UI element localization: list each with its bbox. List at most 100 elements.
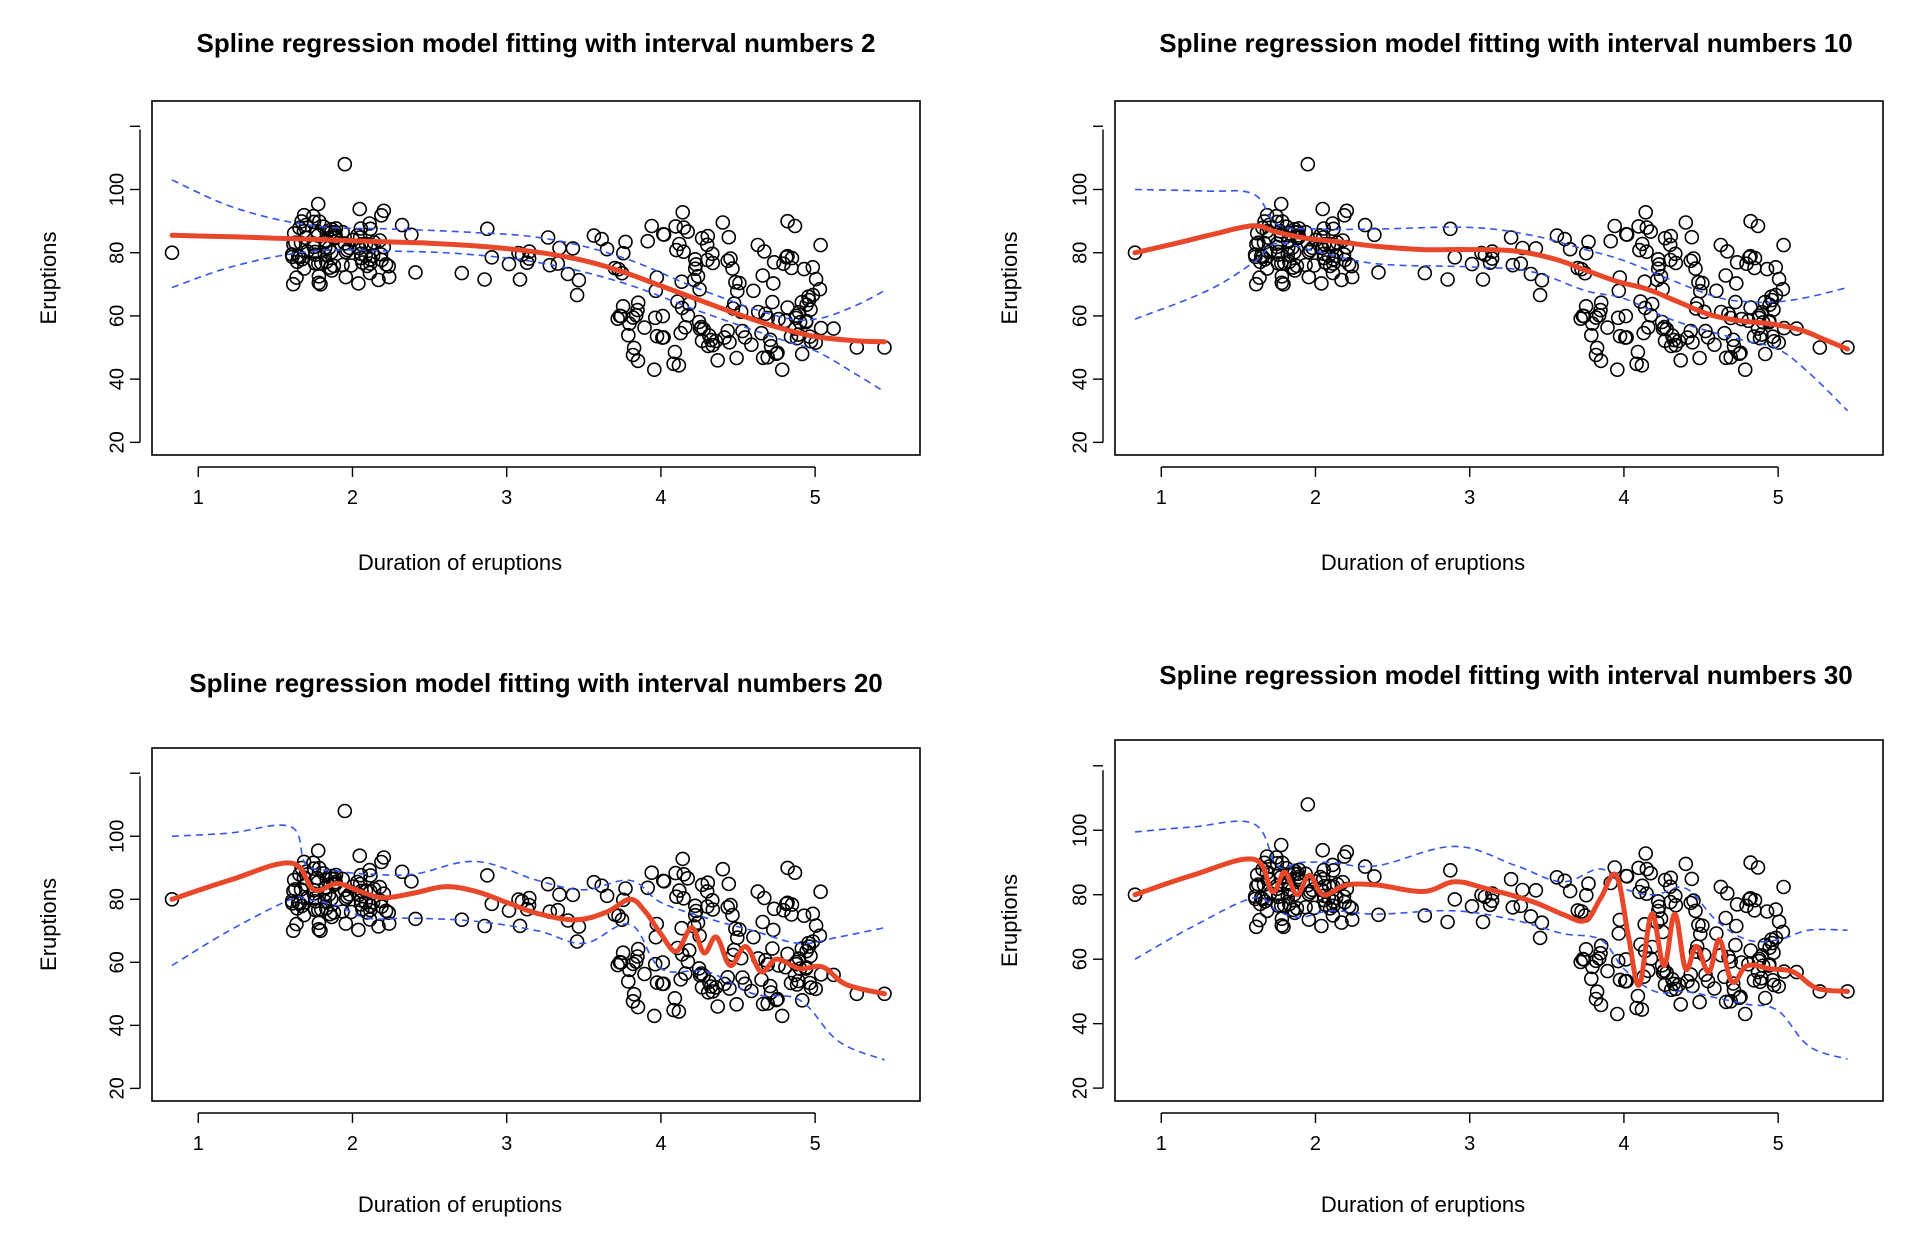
y-tick-label: 40: [106, 368, 128, 390]
scatter-point: [289, 270, 304, 285]
scatter-point: [758, 306, 773, 322]
scatter-point: [1611, 926, 1627, 941]
scatter-point: [1619, 227, 1635, 242]
scatter-point: [1718, 350, 1734, 366]
scatter-point: [394, 217, 410, 233]
scatter-point: [778, 896, 794, 912]
scatter-point: [760, 349, 776, 365]
scatter-point: [1269, 214, 1285, 230]
scatter-point: [1757, 990, 1773, 1006]
scatter-point: [1743, 855, 1758, 870]
scatter-point: [1562, 883, 1578, 899]
y-tick-label: 80: [106, 888, 128, 910]
scatter-point: [776, 902, 791, 918]
scatter-point: [1248, 249, 1263, 265]
scatter-point: [762, 978, 778, 994]
scatter-point: [1680, 330, 1695, 345]
scatter-point: [705, 255, 721, 271]
y-axis: 20 40 60 80 100: [106, 125, 141, 453]
scatter-point: [292, 220, 307, 236]
scatter-point: [594, 878, 610, 894]
scatter-point: [630, 949, 645, 964]
scatter-point: [1275, 214, 1290, 229]
scatter-point: [540, 876, 556, 892]
scatter-point: [1639, 220, 1655, 235]
scatter-point: [803, 980, 819, 995]
scatter-point: [326, 905, 342, 920]
scatter-point: [805, 906, 821, 922]
scatter-point: [1618, 973, 1633, 989]
scatter-point: [1443, 862, 1458, 878]
scatter-point: [646, 1008, 662, 1024]
scatter-point: [612, 308, 628, 324]
x-tick-label: 2: [347, 487, 358, 509]
scatter-point: [1503, 871, 1519, 887]
scatter-point: [1739, 256, 1754, 272]
scatter-point: [637, 966, 652, 982]
scatter-point: [1742, 891, 1757, 907]
scatter-point: [1325, 857, 1340, 873]
scatter-point: [801, 939, 817, 954]
scatter-point: [755, 914, 771, 930]
scatter-point: [1678, 215, 1694, 230]
scatter-point: [676, 890, 691, 906]
scatter-point: [1752, 974, 1768, 990]
scatter-point: [1276, 919, 1291, 935]
scatter-point: [647, 310, 663, 326]
y-tick-label: 20: [106, 431, 128, 453]
scatter-point: [484, 249, 500, 265]
x-tick-label: 5: [1773, 1133, 1784, 1155]
scatter-point: [1729, 897, 1745, 912]
scatter-points: [164, 156, 892, 378]
scatter-point: [637, 320, 652, 335]
panel-3: Spline regression model fitting with int…: [36, 668, 921, 1217]
scatter-point: [363, 868, 378, 883]
scatter-point: [1326, 862, 1341, 878]
scatter-point: [381, 258, 397, 274]
scatter-point: [1341, 256, 1357, 272]
scatter-point: [708, 333, 724, 349]
scatter-point: [1607, 218, 1622, 234]
band-lower-line: [171, 895, 885, 1061]
scatter-point: [715, 215, 731, 230]
scatter-point: [565, 241, 581, 256]
scatter-point: [618, 234, 633, 250]
scatter-point: [164, 245, 180, 260]
scatter-point: [1578, 941, 1594, 957]
scatter-point: [1668, 246, 1683, 262]
scatter-point: [640, 880, 656, 896]
scatter-point: [1671, 333, 1687, 349]
scatter-point: [285, 249, 300, 265]
scatter-point: [1326, 894, 1341, 909]
scatter-point: [801, 292, 817, 308]
plot-frame: [151, 747, 921, 1102]
scatter-point: [620, 974, 636, 989]
scatter-point: [289, 916, 304, 932]
scatter-point: [1689, 939, 1705, 954]
scatter-point: [1618, 330, 1633, 345]
x-tick-label: 1: [193, 487, 204, 509]
scatter-point: [362, 216, 377, 231]
scatter-point: [351, 922, 366, 938]
y-axis: 20 40 60 80 100: [106, 772, 141, 1100]
scatter-point: [1776, 237, 1791, 253]
scatter-point: [680, 870, 696, 886]
y-tick-label: 20: [1069, 1077, 1091, 1099]
x-tick-label: 1: [193, 1133, 204, 1155]
scatter-point: [787, 218, 803, 234]
scatter-point: [1631, 860, 1646, 876]
scatter-point: [1584, 971, 1599, 987]
scatter-point: [594, 231, 610, 247]
scatter-point: [644, 218, 660, 234]
scatter-point: [1768, 259, 1784, 275]
scatter-point: [408, 265, 423, 280]
scatter-point: [649, 328, 665, 344]
scatter-point: [521, 890, 537, 906]
scatter-point: [1717, 325, 1732, 341]
scatter-point: [1720, 885, 1735, 901]
scatter-point: [355, 255, 370, 270]
scatter-point: [1610, 310, 1626, 326]
scatter-point: [477, 918, 492, 934]
scatter-point: [338, 916, 354, 931]
x-axis: 1 2 3 4 5: [1156, 1112, 1784, 1155]
